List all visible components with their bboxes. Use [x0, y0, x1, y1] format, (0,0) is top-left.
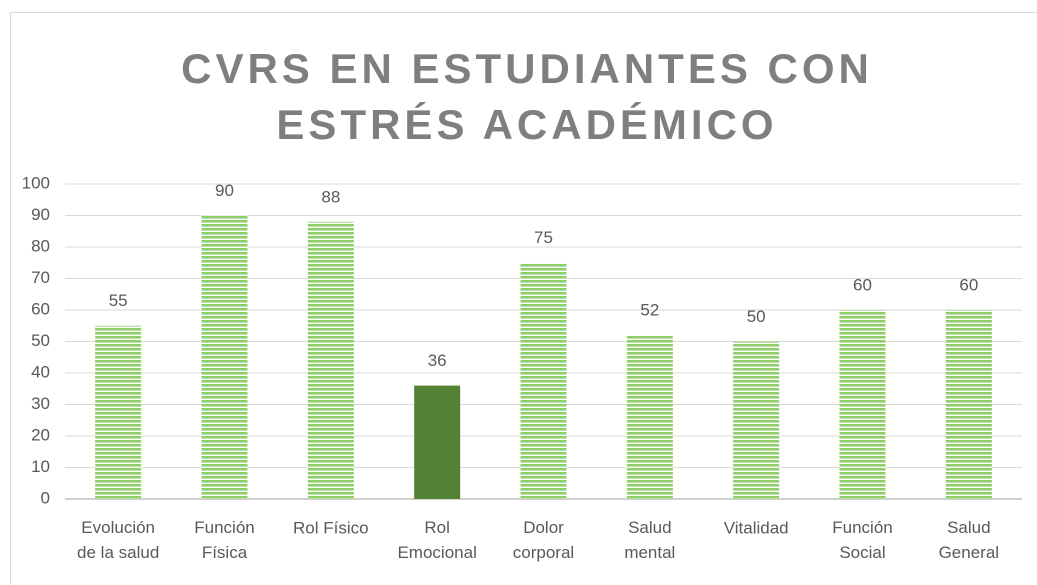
data-label: 60	[959, 275, 978, 294]
x-tick-label: Rol Emocional	[397, 518, 476, 562]
bar	[733, 341, 780, 499]
x-tick-label: Función Social	[832, 518, 892, 562]
data-label: 75	[534, 228, 553, 247]
bar	[945, 310, 992, 499]
x-tick-label: Salud mental	[624, 518, 675, 562]
x-tick-label: Salud General	[939, 518, 999, 562]
bar	[95, 325, 142, 499]
data-label: 52	[640, 301, 659, 320]
x-tick-label: Rol Físico	[293, 518, 369, 537]
y-tick-label: 60	[31, 299, 50, 318]
y-tick-label: 0	[41, 488, 50, 507]
bar	[839, 310, 886, 499]
data-label: 50	[747, 307, 766, 326]
bar	[201, 215, 248, 499]
x-tick-label: Dolor corporal	[513, 518, 574, 562]
y-tick-label: 50	[31, 331, 50, 350]
y-tick-label: 30	[31, 394, 50, 413]
x-tick-label: Vitalidad	[724, 518, 789, 537]
y-tick-label: 20	[31, 425, 50, 444]
bar	[520, 262, 567, 499]
y-tick-label: 10	[31, 457, 50, 476]
bar	[414, 385, 461, 499]
y-tick-label: 100	[22, 173, 50, 192]
data-label: 60	[853, 275, 872, 294]
bar	[626, 335, 673, 499]
y-tick-label: 80	[31, 236, 50, 255]
data-label: 55	[109, 291, 128, 310]
y-tick-label: 70	[31, 268, 50, 287]
y-tick-label: 90	[31, 205, 50, 224]
data-label: 88	[321, 187, 340, 206]
y-tick-label: 40	[31, 362, 50, 381]
data-label: 90	[215, 181, 234, 200]
x-tick-label: Evolución de la salud	[77, 518, 159, 562]
x-tick-label: Función Física	[194, 518, 254, 562]
chart-title: CVRS EN ESTUDIANTES CON ESTRÉS ACADÉMICO	[181, 45, 873, 148]
data-label: 36	[428, 351, 447, 370]
bar	[307, 221, 354, 500]
